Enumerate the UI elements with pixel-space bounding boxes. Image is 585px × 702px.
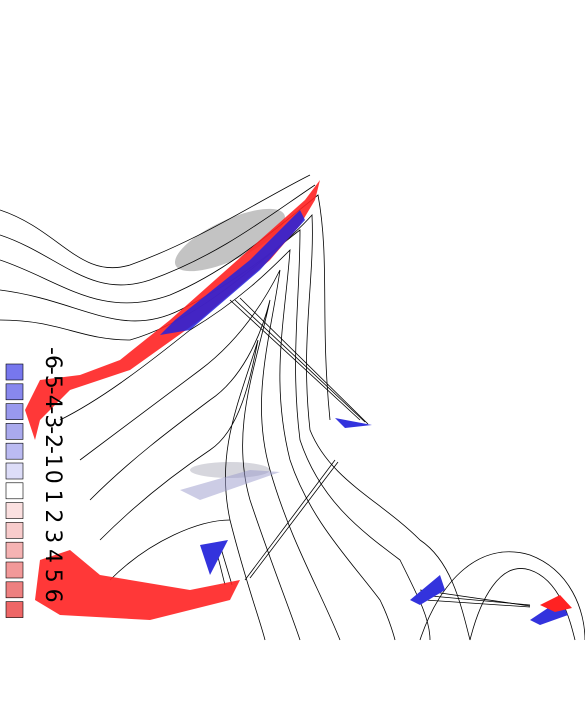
contour-line — [469, 568, 576, 641]
negative-band — [410, 575, 445, 605]
plot-area — [0, 174, 585, 641]
legend-label: 3 — [40, 529, 65, 543]
legend-label: -4 — [40, 387, 65, 409]
positive-band — [25, 180, 320, 440]
legend-swatch — [5, 482, 24, 500]
legend-swatch — [5, 462, 24, 480]
legend-label: -2 — [40, 426, 65, 448]
legend-swatch — [5, 502, 24, 519]
contour-line — [419, 551, 585, 641]
negative-band — [335, 418, 372, 428]
legend-swatch — [5, 522, 24, 539]
contour-line — [0, 184, 316, 286]
legend-label: -5 — [40, 367, 65, 389]
legend-swatch — [5, 581, 24, 599]
legend-swatch — [5, 403, 24, 420]
legend-label: 2 — [40, 509, 65, 523]
contour-line — [79, 269, 341, 641]
legend-label: 4 — [40, 549, 65, 563]
legend-swatch — [5, 423, 24, 440]
legend-swatch — [5, 383, 24, 401]
contour-line — [0, 213, 471, 641]
legend-label: 0 — [40, 470, 65, 484]
positive-band — [35, 550, 240, 620]
legend: -6-5-4-3-2-1 0 1 2 3 4 5 6 — [5, 347, 65, 618]
contour-line — [99, 339, 266, 641]
negative-band — [200, 540, 228, 575]
legend-label: 5 — [40, 569, 65, 583]
legend-swatch — [5, 601, 24, 618]
contour-line — [59, 248, 396, 641]
connectors — [214, 297, 531, 608]
legend-swatch — [5, 442, 24, 460]
legend-label: -6 — [40, 347, 65, 369]
legend-swatch — [5, 541, 24, 559]
negative-band — [180, 470, 280, 500]
legend-swatch — [5, 363, 24, 381]
contour-line — [0, 229, 431, 641]
legend-label: -1 — [40, 446, 65, 468]
negative-band — [160, 210, 305, 335]
legend-swatch — [5, 561, 24, 579]
legend-label: 1 — [40, 490, 65, 504]
positive-band — [540, 595, 572, 612]
legend-label: 6 — [40, 589, 65, 603]
contour-line — [109, 519, 231, 581]
contour-line — [0, 174, 311, 269]
legend-label: -3 — [40, 406, 65, 428]
